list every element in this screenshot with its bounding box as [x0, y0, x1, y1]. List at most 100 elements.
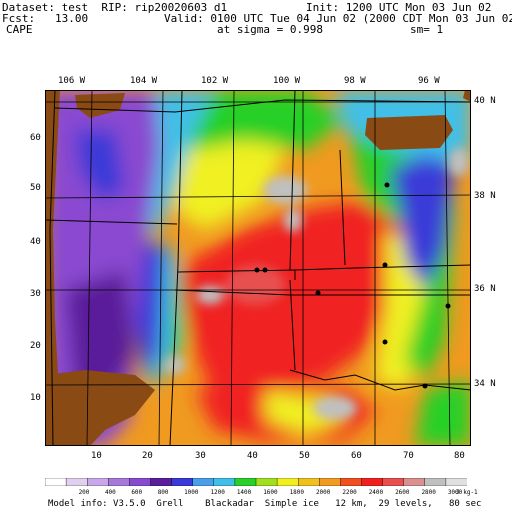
colorbar-tick-label: 3000: [447, 489, 463, 496]
colorbar-tick-label: 1000: [184, 489, 199, 496]
cape-max-region: [284, 208, 302, 232]
colorbar-swatch: [213, 478, 236, 486]
cape-max-region: [449, 148, 469, 176]
cape-max-region: [196, 286, 224, 304]
colorbar-swatch: [234, 478, 257, 486]
station-dot: [315, 290, 321, 296]
colorbar-swatch: [150, 478, 173, 486]
colorbar-tick-label: 1200: [210, 489, 225, 496]
colorbar-tick-label: 1600: [263, 489, 278, 496]
colorbar-swatch: [171, 478, 194, 486]
colorbar-swatch: [382, 478, 405, 486]
terrain-mask: [75, 93, 125, 118]
grid-x-label: 70: [403, 451, 414, 461]
smoothing-label: sm= 1: [410, 23, 444, 36]
grid-x-label: 20: [142, 451, 153, 461]
field-name-label: CAPE: [6, 23, 33, 36]
state-boundaries: [45, 90, 471, 446]
longitude-label: 98 W: [344, 76, 366, 86]
colorbar-swatch: [361, 478, 384, 486]
colorbar-tick-label: 2800: [421, 489, 436, 496]
cape-cyan-region: [140, 90, 215, 240]
cape-max-region: [313, 396, 357, 420]
colorbar: [45, 478, 467, 486]
station-dot: [384, 182, 390, 188]
cape-map: [45, 90, 471, 446]
latitude-label: 40 N: [474, 96, 496, 106]
colorbar-swatch: [276, 478, 299, 486]
grid-x-label: 80: [454, 451, 465, 461]
longitude-label: 106 W: [58, 76, 86, 86]
colorbar-tick-label: 400: [104, 489, 116, 496]
station-dot: [382, 339, 388, 345]
station-dot: [382, 262, 388, 268]
cape-green-region: [415, 380, 471, 446]
station-dot: [254, 267, 260, 273]
grid-x-label: 30: [195, 451, 206, 461]
colorbar-swatch: [255, 478, 278, 486]
cape-blue-region: [390, 155, 455, 290]
grid-y-label: 10: [30, 393, 41, 403]
forecast-hour-label: Fcst: 13.00: [2, 12, 89, 25]
latitude-label: 34 N: [474, 379, 496, 389]
colorbar-swatch: [424, 478, 447, 486]
init-time-label: Init: 1200 UTC Mon 03 Jun 02: [306, 1, 492, 14]
colorbar-swatch: [297, 478, 320, 486]
cape-yellow-region: [175, 130, 285, 230]
terrain-mask: [45, 90, 60, 400]
longitude-label: 96 W: [418, 76, 440, 86]
map-frame: [45, 90, 471, 446]
terrain-mask: [463, 90, 471, 102]
terrain-mask: [45, 370, 155, 446]
latlon-grid: [45, 90, 471, 446]
colorbar-swatch: [445, 478, 467, 486]
colorbar-swatch: [129, 478, 152, 486]
colorbar-swatch: [319, 478, 342, 486]
valid-time-label: Valid: 0100 UTC Tue 04 Jun 02 (2000 CDT …: [164, 12, 512, 25]
colorbar-tick-label: 2200: [342, 489, 357, 496]
colorbar-tick-label: 600: [131, 489, 143, 496]
station-dot: [445, 303, 451, 309]
cape-green-region: [165, 90, 345, 150]
longitude-label: 100 W: [273, 76, 301, 86]
colorbar-swatch: [340, 478, 363, 486]
cape-max-region: [225, 265, 285, 305]
grid-y-label: 30: [30, 289, 41, 299]
model-info: Model info: V3.5.0 Grell Blackadar Simpl…: [48, 499, 482, 509]
grid-y-label: 40: [30, 237, 41, 247]
cape-max-region: [263, 176, 307, 204]
sigma-level-label: at sigma = 0.998: [217, 23, 323, 36]
grid-x-label: 50: [299, 451, 310, 461]
colorbar-swatch: [192, 478, 215, 486]
colorbar-swatch: [87, 478, 110, 486]
grid-x-label: 60: [351, 451, 362, 461]
cape-max-region: [165, 356, 185, 374]
station-markers: [254, 182, 451, 389]
colorbar-tick-label: 200: [78, 489, 90, 496]
grid-y-label: 50: [30, 183, 41, 193]
colorbar-swatch: [403, 478, 426, 486]
colorbar-swatch: [108, 478, 131, 486]
colorbar-tick-label: 1800: [289, 489, 305, 496]
grid-y-label: 20: [30, 341, 41, 351]
cape-purple-dark-region: [65, 270, 135, 390]
grid-y-label: 60: [30, 133, 41, 143]
colorbar-tick-label: 2000: [315, 489, 331, 496]
longitude-label: 104 W: [130, 76, 158, 86]
colorbar-tick-label: 2400: [368, 489, 384, 496]
latitude-label: 36 N: [474, 284, 496, 294]
colorbar-tick-label: 1400: [236, 489, 252, 496]
station-dot: [422, 383, 428, 389]
colorbar-tick-label: 800: [157, 489, 169, 496]
cape-blue-region: [75, 130, 125, 200]
colorbar-swatch: [45, 478, 67, 486]
colorbar-units: J kg-1: [456, 489, 478, 496]
longitude-label: 102 W: [201, 76, 229, 86]
station-dot: [262, 267, 268, 273]
colorbar-swatch: [65, 478, 88, 486]
latitude-label: 38 N: [474, 191, 496, 201]
terrain-mask: [365, 115, 453, 150]
grid-x-label: 10: [91, 451, 102, 461]
grid-x-label: 40: [247, 451, 258, 461]
dataset-label: Dataset: test RIP: rip20020603 d1: [2, 1, 228, 14]
